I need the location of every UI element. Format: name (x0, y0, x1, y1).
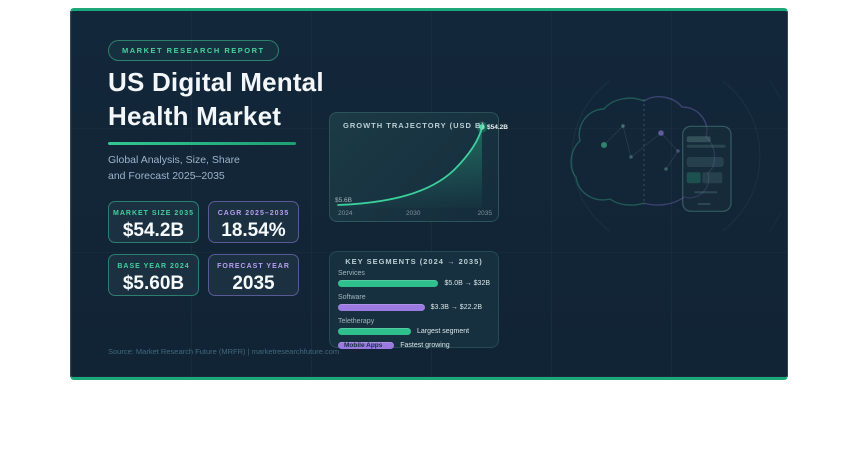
stat-card-market-size: MARKET SIZE 2035 $54.2B (108, 201, 199, 243)
phone-card (686, 157, 724, 167)
neural-node (664, 167, 668, 171)
title-line-2: Health Market (108, 101, 282, 131)
segment-label: Services (338, 270, 365, 277)
phone-tile (702, 172, 723, 184)
phone-text-bar (686, 144, 726, 148)
stat-card-cagr: CAGR 2025–2035 18.54% (208, 201, 299, 243)
title-underline (108, 142, 296, 145)
key-segments-panel: KEY SEGMENTS (2024 → 2035) Services $5.0… (329, 251, 499, 349)
chart-end-value: $54.2B (487, 124, 508, 131)
segment-row-software: Software $3.3B → $22.2B (338, 293, 490, 311)
segment-label: Teletherapy (338, 318, 375, 325)
stat-value: $54.2B (122, 220, 185, 241)
x-tick-2035: 2035 (477, 210, 492, 217)
growth-line (337, 126, 483, 206)
phone-home-line (697, 203, 711, 205)
brain-left-half (570, 97, 645, 206)
title-line-1: US Digital Mental (108, 67, 324, 97)
segment-value: Largest segment (416, 327, 470, 335)
stat-label: FORECAST YEAR (217, 263, 290, 270)
phone-line (694, 191, 718, 194)
x-tick-2030: 2030 (406, 210, 421, 217)
page-title: US Digital Mental Health Market (108, 65, 324, 133)
segment-label-inside-bar: Mobile Apps (344, 341, 383, 349)
segment-value: $5.0B → $32B (444, 279, 490, 287)
key-segments-title: KEY SEGMENTS (2024 → 2035) (345, 257, 483, 266)
neural-node (601, 142, 607, 148)
stat-value: $5.60B (122, 273, 185, 294)
report-card: MARKET RESEARCH REPORT US Digital Mental… (70, 8, 788, 380)
stat-label: MARKET SIZE 2035 (113, 210, 194, 217)
growth-chart-title: GROWTH TRAJECTORY (USD B) (343, 121, 485, 130)
segment-label: Software (338, 294, 366, 301)
report-badge: MARKET RESEARCH REPORT (108, 40, 279, 61)
segment-bar (338, 303, 425, 311)
background-circle-outer (769, 81, 781, 231)
stat-card-forecast-year: FORECAST YEAR 2035 (208, 254, 299, 296)
subtitle-line-2: and Forecast 2025–2035 (108, 170, 225, 182)
stat-label: CAGR 2025–2035 (217, 210, 290, 217)
neural-node (621, 124, 625, 128)
growth-area (338, 127, 482, 208)
neural-node (676, 149, 680, 153)
source-attribution: Source: Market Research Future (MRFR) | … (108, 347, 340, 356)
segment-bar (338, 327, 411, 335)
subtitle-line-1: Global Analysis, Size, Share (108, 154, 240, 166)
growth-chart-panel: GROWTH TRAJECTORY (USD B) $5.6B $54.2B 2… (329, 112, 508, 222)
subtitle: Global Analysis, Size, Share and Forecas… (108, 152, 240, 184)
segment-value: $3.3B → $22.2B (430, 303, 482, 311)
phone-tile-green (686, 172, 701, 184)
segment-row-services: Services $5.0B → $32B (338, 269, 490, 287)
segment-row-teletherapy: Teletherapy Largest segment (338, 317, 490, 335)
segment-bar (338, 279, 439, 287)
chart-start-value: $5.6B (335, 197, 352, 204)
neural-node (658, 130, 664, 136)
stat-value: 18.54% (221, 220, 286, 241)
segment-bar: Mobile Apps (338, 341, 395, 349)
stats-grid: MARKET SIZE 2035 $54.2B CAGR 2025–2035 1… (108, 201, 299, 296)
stat-label: BASE YEAR 2024 (117, 263, 190, 270)
brain-cloud-illustration (570, 81, 781, 231)
segment-value: Fastest growing (400, 341, 450, 349)
neural-network-lines (603, 125, 679, 170)
stat-value: 2035 (232, 273, 275, 294)
endpoint-dot (479, 124, 485, 130)
phone-outline (682, 125, 732, 212)
phone-text-bar (686, 136, 711, 143)
stat-card-base-year: BASE YEAR 2024 $5.60B (108, 254, 199, 296)
brain-right-half (643, 96, 716, 206)
x-tick-2024: 2024 (338, 210, 353, 217)
neural-node (629, 155, 633, 159)
background-circle-inner (571, 81, 761, 231)
growth-curve-chart (337, 121, 488, 208)
segment-row-mobile-apps: Mobile Apps Fastest growing (338, 341, 490, 349)
